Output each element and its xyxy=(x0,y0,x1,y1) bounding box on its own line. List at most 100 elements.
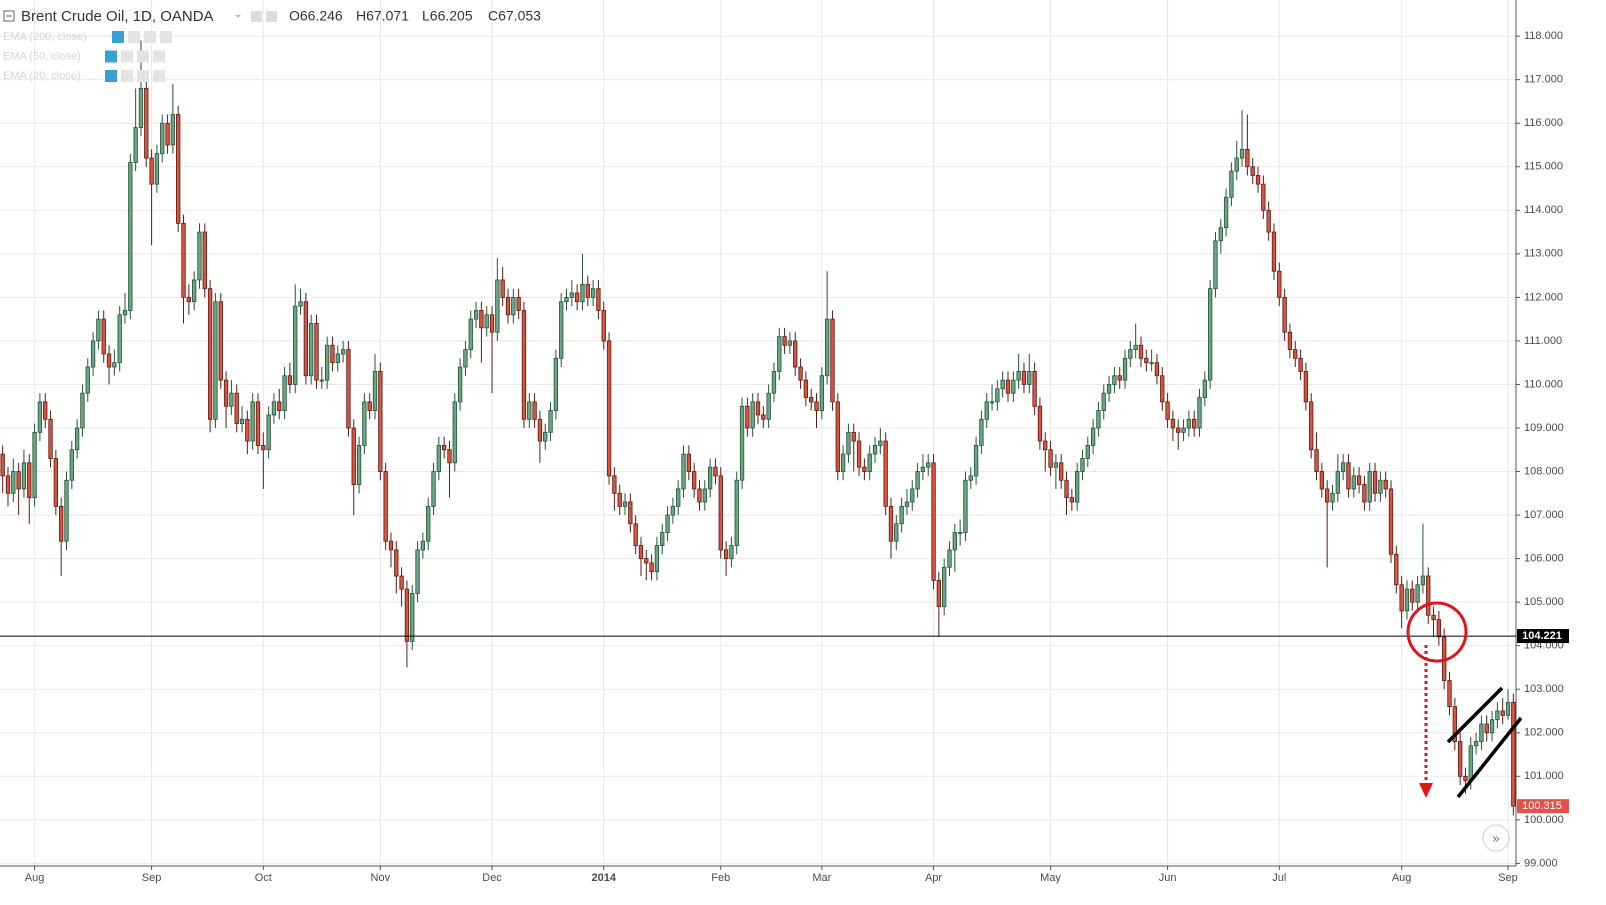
candle-body xyxy=(165,122,170,146)
candle-body xyxy=(1064,479,1069,499)
y-tick-label: 114.000 xyxy=(1524,204,1563,216)
candle-body xyxy=(1399,584,1404,612)
candle-body xyxy=(846,431,851,455)
break-circle xyxy=(1406,601,1468,663)
candle-body xyxy=(1346,462,1351,490)
candle-body xyxy=(1415,584,1420,603)
candle-body xyxy=(915,471,920,490)
candle-body xyxy=(798,366,803,381)
candle-body xyxy=(718,475,723,551)
candle-body xyxy=(436,445,441,472)
candle-body xyxy=(1016,370,1021,381)
candle-body xyxy=(1447,680,1452,708)
candle-body xyxy=(543,431,548,442)
y-tick-label: 99.000 xyxy=(1524,857,1558,869)
drop-arrow-head xyxy=(1419,783,1433,798)
candle-body xyxy=(16,471,21,490)
indicator-button[interactable] xyxy=(153,70,165,82)
y-tick-label: 113.000 xyxy=(1524,248,1563,260)
y-tick-label: 117.000 xyxy=(1524,74,1563,86)
y-tick-label: 111.000 xyxy=(1524,335,1562,347)
y-tick-label: 106.000 xyxy=(1524,553,1564,565)
horizontal-line-box xyxy=(1517,629,1569,644)
candle-body xyxy=(1176,427,1181,433)
candle-body xyxy=(883,440,888,507)
candle-body xyxy=(0,453,5,477)
candle-body xyxy=(1096,410,1101,429)
indicator-button[interactable] xyxy=(144,31,156,43)
candle-body xyxy=(537,418,543,442)
candle-body xyxy=(1319,471,1325,490)
candle-body xyxy=(1484,723,1489,734)
candle-body xyxy=(1170,418,1176,429)
y-tick-label: 101.000 xyxy=(1524,770,1564,782)
candle-body xyxy=(1463,775,1468,782)
candle-body xyxy=(851,431,856,442)
candle-body xyxy=(1266,209,1271,233)
scroll-button[interactable] xyxy=(1482,824,1510,852)
indicator-button[interactable] xyxy=(153,50,165,63)
indicator-button[interactable] xyxy=(137,50,149,63)
candle-body xyxy=(170,114,176,146)
indicator-button[interactable] xyxy=(137,70,149,82)
candle-body xyxy=(926,462,931,468)
candle-body xyxy=(979,418,984,446)
candle-body xyxy=(1489,719,1495,734)
candle-body xyxy=(213,301,218,420)
candle-body xyxy=(404,588,410,642)
dropdown-arrow[interactable] xyxy=(235,15,241,18)
candle-body xyxy=(1479,723,1484,742)
candle-body xyxy=(388,540,394,551)
indicator-button[interactable] xyxy=(121,70,133,82)
y-tick-label: 100.000 xyxy=(1524,814,1564,826)
candle-body xyxy=(1335,471,1340,494)
settings-icon[interactable] xyxy=(251,11,262,22)
candle-body xyxy=(1059,462,1064,481)
y-tick-label: 103.000 xyxy=(1524,683,1564,695)
indicator-button[interactable] xyxy=(121,50,133,63)
candle-body xyxy=(106,353,112,368)
candle-body xyxy=(1239,148,1245,159)
candle-body xyxy=(1138,344,1144,359)
indicator-eye[interactable] xyxy=(112,31,124,43)
candle-body xyxy=(782,336,787,346)
x-tick-label: Oct xyxy=(255,872,272,884)
candle-body xyxy=(681,453,686,490)
ohlc-value: L66.205 xyxy=(422,8,473,24)
indicator-button[interactable] xyxy=(128,31,140,43)
candle-body xyxy=(1207,288,1213,381)
indicator-button[interactable] xyxy=(160,31,172,43)
candle-body xyxy=(309,323,314,377)
chart-title: Brent Crude Oil, 1D, OANDA xyxy=(21,8,214,25)
candle-body xyxy=(362,401,367,446)
x-tick-label: Aug xyxy=(1392,872,1412,884)
candle-body xyxy=(457,366,463,403)
candle-body xyxy=(633,523,638,546)
candle-body xyxy=(867,453,872,472)
settings-icon[interactable] xyxy=(266,11,277,22)
candle-body xyxy=(686,453,692,472)
indicator-eye[interactable] xyxy=(105,50,117,63)
candle-body xyxy=(229,392,234,407)
candle-body xyxy=(160,122,165,155)
collapse-icon[interactable] xyxy=(3,10,15,22)
candle-body xyxy=(1505,701,1511,716)
candle-body xyxy=(447,449,452,464)
candle-body xyxy=(1165,401,1170,420)
candle-body xyxy=(638,545,644,560)
y-tick-label: 102.000 xyxy=(1524,727,1564,739)
candle-body xyxy=(569,292,574,298)
candle-body xyxy=(255,401,261,446)
candle-body xyxy=(399,575,404,590)
candle-body xyxy=(904,501,910,507)
candle-body xyxy=(239,418,245,425)
indicator-eye[interactable] xyxy=(105,70,117,82)
candle-body xyxy=(1303,370,1309,403)
candle-body xyxy=(1144,357,1149,364)
candle-body xyxy=(80,392,85,429)
candle-body xyxy=(585,283,590,298)
candle-body xyxy=(378,370,383,472)
candle-body xyxy=(1048,449,1053,468)
candle-body xyxy=(1383,479,1388,490)
candle-body xyxy=(654,545,660,573)
